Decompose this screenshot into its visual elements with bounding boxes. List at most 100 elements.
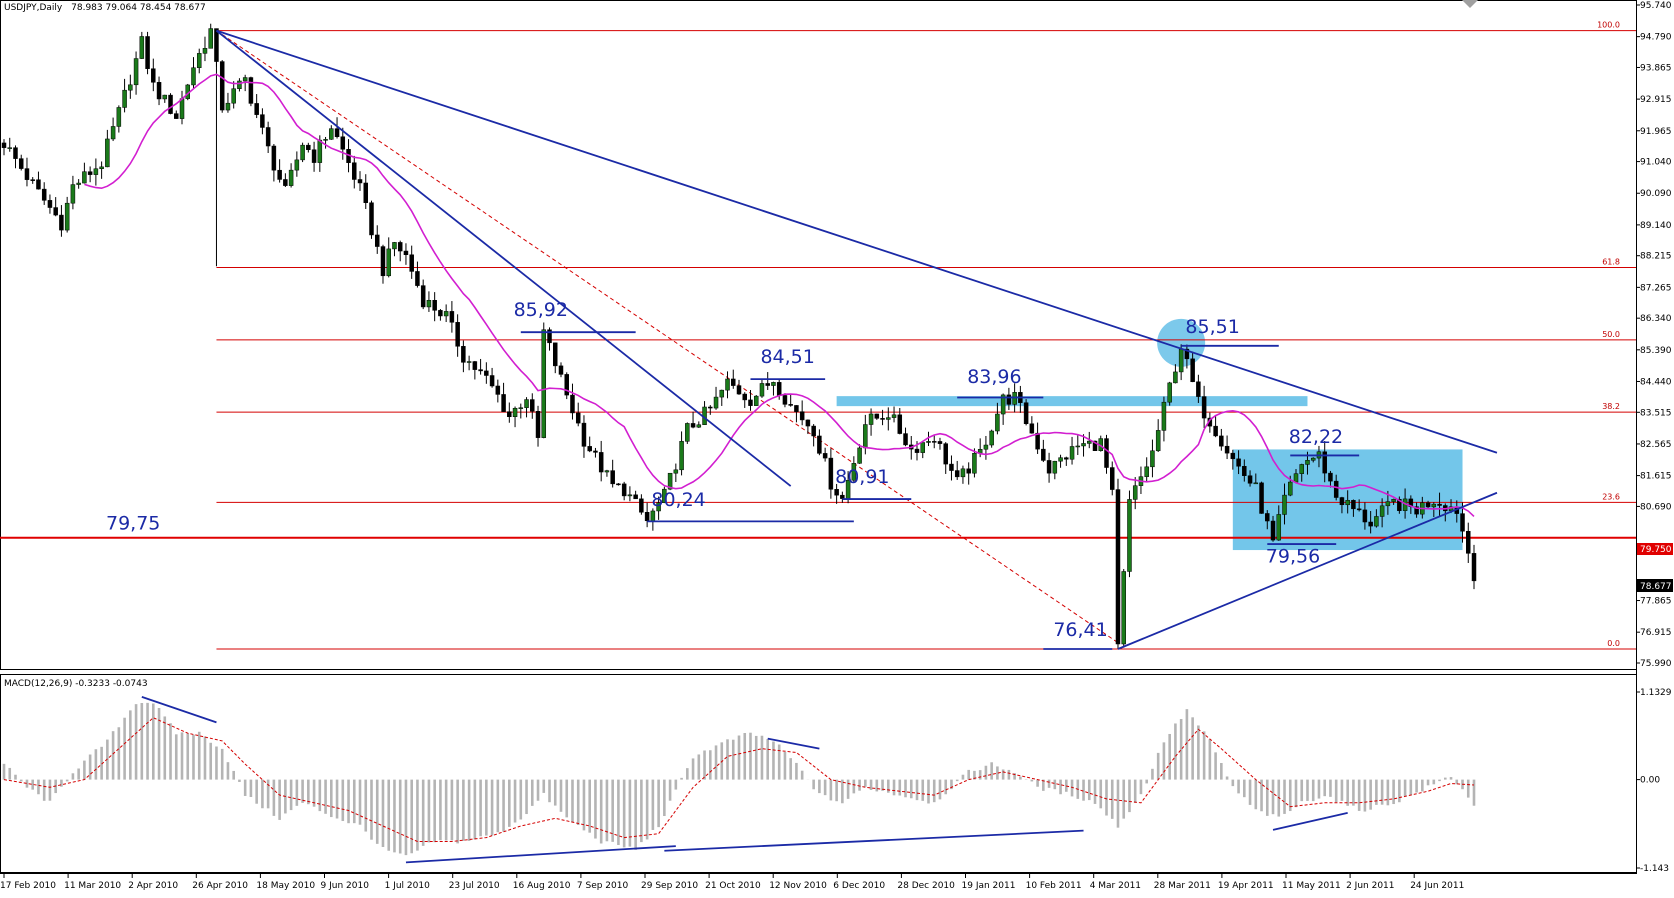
candle-body (564, 374, 569, 396)
candle-body (736, 385, 742, 395)
time-tick-label: 18 May 2010 (256, 881, 315, 891)
time-tick-label: 28 Dec 2010 (897, 881, 955, 891)
zones-layer (836, 318, 1463, 551)
candle-body (374, 234, 380, 247)
time-tick-label: 1 Jul 2010 (385, 881, 430, 891)
candle-body (105, 138, 110, 168)
candle-body (713, 396, 719, 409)
candle-body (610, 470, 615, 485)
chart-shift-marker (1462, 0, 1478, 8)
time-tick-label: 16 Aug 2010 (513, 881, 571, 891)
moving-average-line (84, 73, 1475, 517)
time-tick-label: 11 May 2011 (1282, 881, 1341, 891)
candle-body (242, 77, 248, 82)
candle-body (168, 94, 173, 114)
candle-body (553, 342, 558, 367)
candle-body (639, 498, 644, 513)
time-tick-label: 11 Mar 2010 (64, 881, 121, 891)
candle-body (799, 411, 805, 421)
candle-body (788, 404, 793, 406)
time-tick-label: 12 Nov 2010 (769, 881, 827, 891)
macd-tick-label: 0.00 (1640, 776, 1660, 786)
candle-body (151, 68, 156, 83)
price-label: 80,24 (651, 489, 705, 511)
candle-body (145, 36, 150, 69)
candle-body (403, 250, 409, 255)
price-label: 94,97 (186, 0, 240, 1)
time-tick-label: 24 Jun 2011 (1410, 881, 1464, 891)
candle-body (1052, 460, 1058, 474)
price-tick-label: 84.440 (1640, 377, 1672, 387)
candle-body (1190, 358, 1195, 383)
candle-body (1282, 494, 1287, 515)
candle-body (420, 285, 426, 308)
candle-body (558, 365, 564, 375)
candle-body (1374, 516, 1379, 527)
candle-body (495, 385, 501, 395)
candle-body (1046, 460, 1052, 474)
candle-body (1276, 514, 1282, 541)
price-label: 84,51 (760, 346, 814, 368)
candle-body (64, 202, 70, 231)
candle-body (110, 126, 116, 140)
candle-body (294, 159, 300, 171)
time-tick-label: 10 Feb 2011 (1026, 881, 1082, 891)
price-tick-label: 76.915 (1640, 628, 1672, 638)
candle-body (1219, 435, 1224, 447)
candle-body (501, 394, 506, 412)
candle-body (604, 470, 610, 473)
candle-body (1087, 440, 1092, 444)
candle-body (265, 127, 271, 147)
candle-body (254, 103, 259, 115)
fib-label-50.0: 50.0 (1602, 330, 1620, 339)
candle-body (708, 406, 713, 409)
candle-body (455, 322, 460, 347)
candle-body (202, 48, 208, 54)
macd-divergence-line (664, 829, 1084, 852)
candle-body (472, 361, 478, 370)
candle-body (363, 182, 369, 203)
candle-body (323, 139, 328, 141)
macd-title: MACD(12,26,9) -0.3233 -0.0743 (4, 679, 148, 689)
macd-tick-label: -1.143 (1640, 864, 1669, 874)
candle-body (53, 207, 58, 216)
candle-body (805, 419, 811, 427)
candle-body (644, 512, 650, 522)
candle-body (725, 378, 730, 391)
candles-layer (1, 23, 1477, 650)
candle-body (1253, 482, 1259, 485)
candle-body (1460, 513, 1465, 532)
candle-body (47, 200, 53, 208)
moving-average-layer (84, 73, 1475, 517)
time-tick-label: 28 Mar 2011 (1154, 881, 1211, 891)
candle-body (656, 502, 661, 512)
candle-body (1351, 500, 1356, 510)
time-tick-label: 23 Jul 2010 (449, 881, 500, 891)
long-downtrend-line (216, 29, 1498, 454)
candle-body (70, 184, 76, 204)
time-tick-label: 2 Jun 2011 (1346, 881, 1394, 891)
candle-body (765, 383, 770, 386)
price-tick-label: 88.215 (1640, 252, 1672, 262)
candle-body (352, 162, 357, 180)
candle-body (340, 136, 346, 150)
candle-body (93, 168, 99, 175)
candle-body (1356, 508, 1362, 511)
candle-body (1466, 530, 1471, 554)
candle-body (581, 422, 587, 447)
candle-body (822, 453, 828, 459)
candle-body (174, 113, 179, 119)
candle-body (484, 370, 489, 376)
fib-label-38.2: 38.2 (1602, 402, 1620, 411)
candle-body (937, 441, 943, 444)
time-tick-label: 2 Apr 2010 (128, 881, 178, 891)
candle-body (36, 179, 41, 190)
candle-body (1345, 500, 1350, 506)
candle-body (598, 452, 604, 473)
macd-tick-label: 1.1329 (1640, 688, 1672, 698)
candle-body (570, 394, 575, 414)
candle-body (1109, 467, 1115, 490)
candle-body (392, 242, 397, 250)
candle-body (156, 82, 162, 100)
price-tick-label: 93.865 (1640, 63, 1672, 73)
